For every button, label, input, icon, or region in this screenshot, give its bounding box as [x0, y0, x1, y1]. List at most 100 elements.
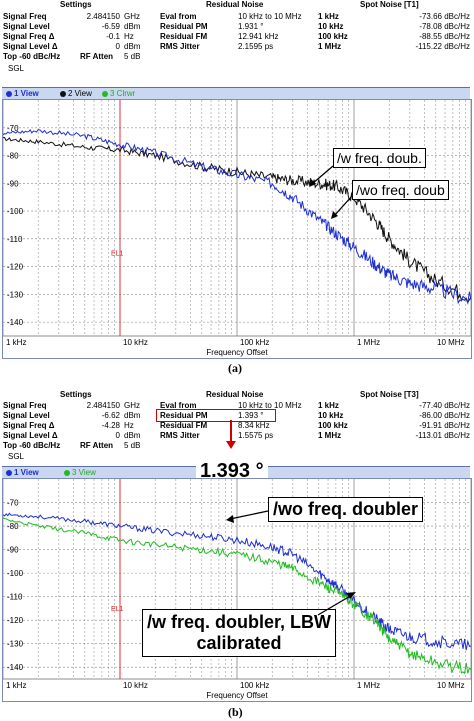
x-tick-label: 1 MHz: [357, 338, 380, 347]
settings-value: 0: [115, 42, 120, 51]
y-tick-label: -110: [7, 593, 23, 602]
y-tick-label: -70: [7, 124, 19, 133]
y-tick-label: -120: [7, 263, 24, 272]
trace-line: [3, 137, 472, 304]
el1-marker-label: EL1: [111, 606, 124, 613]
residual-label: Residual FM: [160, 421, 208, 430]
x-axis-title: Frequency Offset: [206, 691, 268, 700]
legend-item-1-view[interactable]: 1 View: [6, 89, 39, 98]
trace-dot-icon: [60, 91, 66, 97]
spot-label: 1 MHz: [318, 42, 342, 51]
y-tick-label: -100: [7, 569, 24, 578]
settings-unit: GHz: [124, 12, 140, 21]
settings-label: Signal Level: [3, 22, 50, 31]
trace-dot-icon: [6, 470, 12, 476]
residual-value: 1.5575 ps: [238, 431, 274, 440]
x-tick-label: 1 kHz: [6, 338, 26, 347]
residual-noise-title: Residual Noise: [206, 0, 264, 9]
legend-label: 3 View: [72, 468, 96, 477]
y-tick-label: -120: [7, 616, 24, 625]
y-tick-label: -130: [7, 640, 24, 649]
legend-item-1-view[interactable]: 1 View: [6, 468, 39, 477]
x-tick-label: 1 kHz: [6, 681, 26, 690]
trace-dot-icon: [102, 91, 108, 97]
settings-value: 0: [115, 431, 120, 440]
panel-b: Settings Residual Noise Spot Noise [T3] …: [0, 383, 474, 721]
phase-noise-chart: -70 -80 -90 -100 -110 -120 -130 -140 EL1 1 kHz 10 …: [2, 100, 472, 357]
caption-a: (a): [228, 361, 242, 375]
residual-label: Residual PM: [160, 411, 208, 420]
callout-with-freq-doubler: /w freq. doub.: [333, 148, 426, 168]
x-tick-label: 10 kHz: [123, 338, 148, 347]
spot-value: -115.22 dBc/Hz: [415, 42, 470, 51]
sgl-indicator: SGL: [8, 452, 25, 461]
settings-unit: dBm: [124, 42, 141, 51]
spot-label: 10 kHz: [318, 22, 344, 31]
residual-pm-highlight: [156, 409, 276, 422]
legend-item-3-clrwr[interactable]: 3 Clrwr: [102, 89, 135, 98]
spot-label: 1 kHz: [318, 12, 339, 21]
spot-noise-title: Spot Noise [T3]: [360, 390, 419, 399]
settings-title: Settings: [60, 390, 92, 399]
settings-unit: GHz: [124, 401, 140, 410]
spot-noise-title: Spot Noise [T1]: [360, 0, 419, 9]
spot-value: -77.40 dBc/Hz: [419, 401, 470, 410]
settings-value: 2.484150: [86, 401, 120, 410]
y-tick-label: -90: [7, 179, 19, 188]
legend-label: 1 View: [14, 468, 39, 477]
y-tick-label: -80: [7, 152, 19, 161]
legend-item-3-view[interactable]: 3 View: [64, 468, 96, 477]
residual-label: Residual PM: [160, 22, 208, 31]
pm-pointer-arrow: [226, 420, 236, 449]
trace-line: [2, 512, 472, 651]
plot-area: -70 -80 -90 -100 -110 -120 -130 -140 EL1 1 kHz 10 …: [2, 478, 472, 702]
settings-title: Settings: [60, 0, 92, 9]
settings-unit: dBm: [124, 22, 141, 31]
spot-value: -91.91 dBc/Hz: [419, 421, 470, 430]
sgl-indicator: SGL: [8, 64, 25, 73]
settings-value: -0.1: [106, 32, 120, 41]
x-tick-label: 100 kHz: [240, 338, 269, 347]
residual-label: Eval from: [160, 12, 197, 21]
settings-unit: dBm: [124, 431, 141, 440]
x-tick-label: 10 MHz: [437, 338, 465, 347]
spot-label: 100 kHz: [318, 32, 348, 41]
residual-value: 10 kHz to 10 MHz: [238, 12, 302, 21]
legend-label: 3 Clrwr: [110, 89, 136, 98]
settings-unit: dBm: [124, 411, 141, 420]
callout-text-line2: calibrated: [196, 633, 282, 653]
y-tick-label: -130: [7, 290, 24, 299]
spot-label: 1 MHz: [318, 431, 342, 440]
settings-unit: Hz: [124, 421, 134, 430]
trace-line: [2, 129, 472, 305]
el1-marker-label: EL1: [111, 250, 124, 257]
phase-noise-chart: -70 -80 -90 -100 -110 -120 -130 -140 EL1 1 kHz 10 …: [2, 479, 472, 700]
trace-line: [2, 517, 472, 675]
callout-text-line1: /w freq. doubler, LBW: [147, 612, 331, 632]
rf-atten-value: 5 dB: [124, 52, 141, 61]
callout-with-freq-doubler-lbw: /w freq. doubler, LBW calibrated: [142, 609, 336, 657]
callout-text: /wo freq. doub: [356, 182, 445, 198]
settings-label: Signal Freq: [3, 12, 47, 21]
top-ref-level: Top -60 dBc/Hz: [3, 441, 61, 450]
trace-dot-icon: [6, 91, 12, 97]
legend-label: 2 View: [68, 89, 92, 98]
y-tick-label: -140: [7, 318, 24, 327]
x-tick-label: 100 kHz: [240, 681, 269, 690]
residual-value: 2.1595 ps: [238, 42, 274, 51]
residual-value: 1.393 °: [238, 411, 264, 420]
residual-value: 8.34 kHz: [238, 421, 270, 430]
legend-item-2-view[interactable]: 2 View: [60, 89, 92, 98]
spot-value: -113.01 dBc/Hz: [415, 431, 470, 440]
residual-label: Eval from: [160, 401, 197, 410]
y-tick-label: -80: [7, 522, 19, 531]
big-pm-label: 1.393 °: [196, 460, 268, 483]
spot-value: -88.55 dBc/Hz: [419, 32, 470, 41]
settings-label: Signal Level: [3, 411, 50, 420]
settings-value: 2.484150: [86, 12, 120, 21]
residual-label: RMS Jitter: [160, 42, 200, 51]
callout-text: /wo freq. doubler: [273, 499, 419, 519]
spot-value: -78.08 dBc/Hz: [419, 22, 470, 31]
residual-value: 10 kHz to 10 MHz: [238, 401, 302, 410]
y-tick-label: -70: [7, 499, 19, 508]
